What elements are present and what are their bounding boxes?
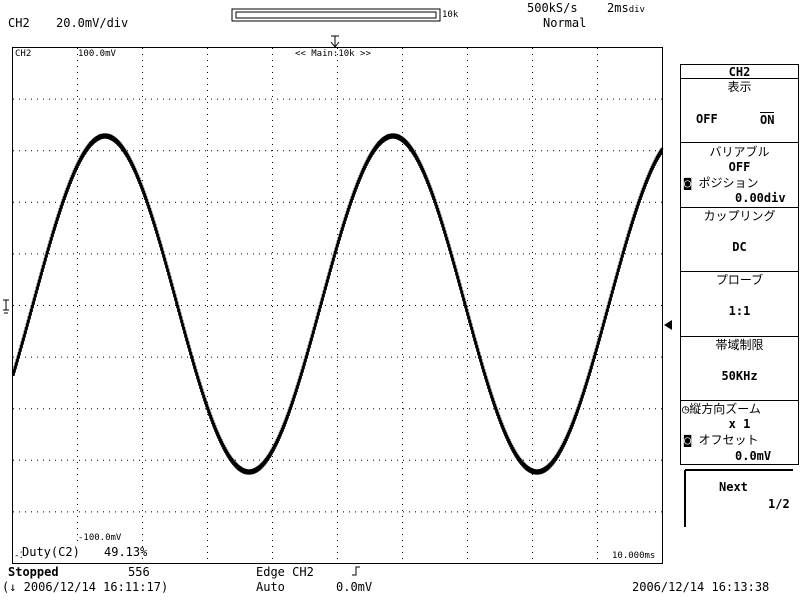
measure-label: Duty(C2) xyxy=(22,545,80,559)
graticule-frame xyxy=(12,47,663,564)
zoom-text: 縦方向ズーム xyxy=(689,402,761,416)
vertical-scale: 20.0mV/div xyxy=(56,16,129,30)
display-on[interactable]: ON xyxy=(760,112,775,127)
offset-value[interactable]: 0.0mV xyxy=(735,449,772,463)
measure-value: 49.13% xyxy=(104,545,148,559)
next-page: 1/2 xyxy=(768,497,790,511)
lower-level: -100.0mV xyxy=(78,533,122,543)
timebase: 2msdiv xyxy=(607,1,645,15)
upper-level: 100.0mV xyxy=(78,49,116,59)
display-off[interactable]: OFF xyxy=(696,112,718,126)
ground-marker xyxy=(3,299,9,314)
zoom-label: << Main:10k >> xyxy=(295,49,371,59)
sample-rate: 500kS/s xyxy=(527,1,578,15)
timebase-unit: div xyxy=(628,5,645,15)
record-bar-inner xyxy=(235,11,437,19)
level-marker xyxy=(664,320,672,330)
coupling-label: カップリング xyxy=(703,209,776,223)
acq-count: 556 xyxy=(128,565,150,579)
zoom-value: x 1 xyxy=(728,417,751,431)
trigger-level: 0.0mV xyxy=(336,580,373,594)
variable-value[interactable]: OFF xyxy=(728,160,751,174)
probe-value[interactable]: 1:1 xyxy=(728,304,751,318)
position-value[interactable]: 0.00div xyxy=(735,191,786,205)
channel: CH2 xyxy=(8,16,30,30)
trigger-time: (↓ 2006/12/14 16:11:17) xyxy=(2,580,169,594)
next-button[interactable]: Next xyxy=(719,480,748,494)
bandwidth-value[interactable]: 50KHz xyxy=(721,369,758,383)
variable-label: バリアブル xyxy=(709,145,770,159)
right-time: 10.000ms xyxy=(612,551,656,561)
record-length: 10k xyxy=(442,10,459,20)
timebase-value: 2ms xyxy=(607,1,629,15)
offset-text: オフセット xyxy=(698,433,759,447)
clock: 2006/12/14 16:13:38 xyxy=(632,580,770,594)
run-state: Stopped xyxy=(8,565,59,579)
edge-icon xyxy=(352,566,360,576)
screen-channel: CH2 xyxy=(15,49,32,59)
trigger-type: Edge CH2 xyxy=(256,565,314,579)
record-bar xyxy=(231,8,441,22)
next-bevel xyxy=(684,469,793,527)
position-label[interactable]: ◙ ポジション xyxy=(684,176,759,190)
probe-label: プローブ xyxy=(715,273,764,287)
waveform xyxy=(11,133,664,475)
trigger-marker xyxy=(330,35,340,48)
coupling-value[interactable]: DC xyxy=(732,240,747,254)
bandwidth-label: 帯域制限 xyxy=(715,338,764,352)
position-text: ポジション xyxy=(698,176,759,190)
trigger-mode: Auto xyxy=(256,580,285,594)
menu-title: CH2 xyxy=(728,65,751,79)
graticule xyxy=(13,48,662,563)
offset-label[interactable]: ◙ オフセット xyxy=(684,433,759,447)
acquisition-mode: Normal xyxy=(543,16,587,30)
zoom-label[interactable]: ◷縦方向ズーム xyxy=(682,402,761,416)
display-label: 表示 xyxy=(727,80,752,94)
